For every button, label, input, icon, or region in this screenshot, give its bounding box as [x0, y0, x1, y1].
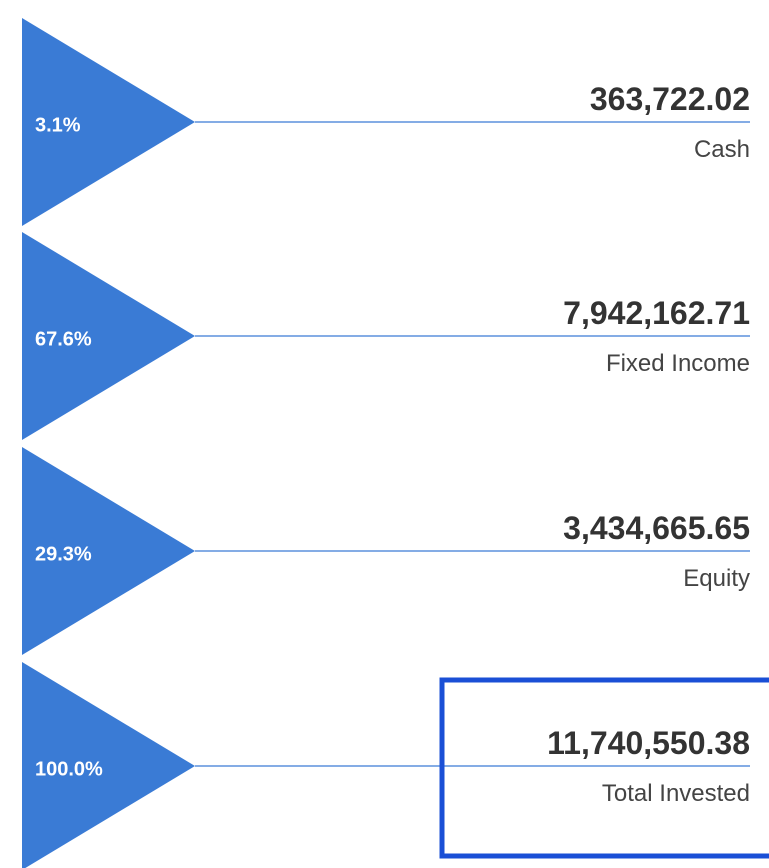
- amount: 3,434,665.65: [563, 510, 750, 546]
- triangle: [22, 662, 195, 868]
- percent: 29.3%: [35, 543, 92, 565]
- percent: 3.1%: [35, 114, 81, 136]
- amount: 11,740,550.38: [547, 725, 750, 761]
- triangle: [22, 447, 195, 655]
- triangle: [22, 232, 195, 440]
- percent: 67.6%: [35, 328, 92, 350]
- percent: 100.0%: [35, 758, 103, 780]
- label: Total Invested: [602, 780, 750, 807]
- amount: 7,942,162.71: [563, 295, 750, 331]
- rows: 3.1% 363,722.02 Cash 67.6% 7,942,162.71 Fixed…: [22, 18, 750, 868]
- total-highlight: [439, 677, 769, 859]
- triangle: [22, 18, 195, 226]
- label: Equity: [683, 565, 750, 592]
- amount: 363,722.02: [590, 81, 750, 117]
- label: Cash: [694, 136, 750, 163]
- label: Fixed Income: [606, 350, 750, 377]
